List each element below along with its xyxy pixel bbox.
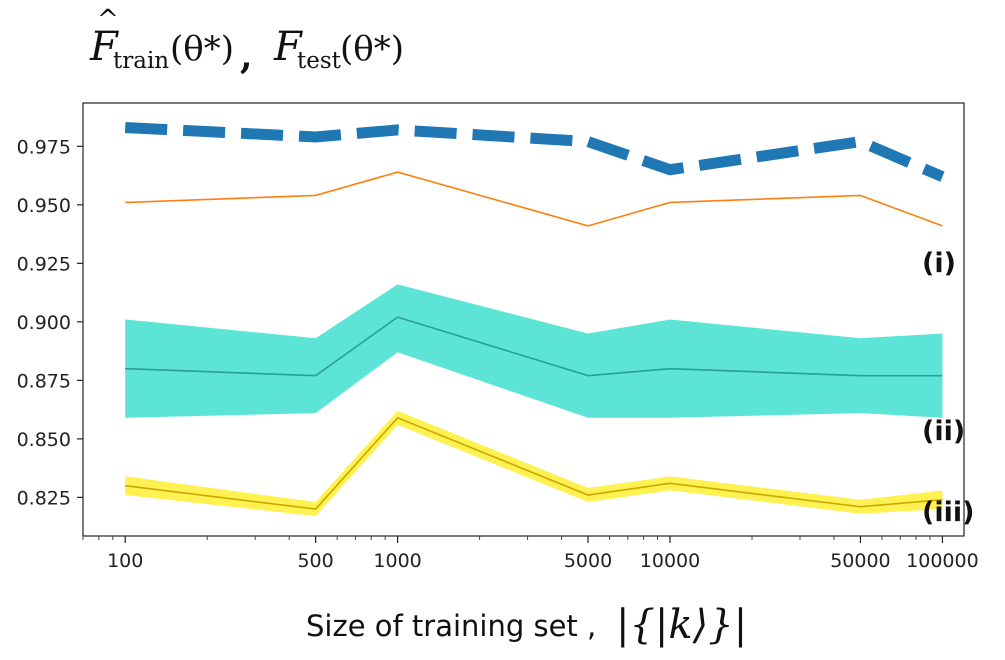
series-lines: [124, 122, 945, 510]
confidence-bands: [125, 284, 943, 517]
x-tick-label: 1000: [373, 550, 421, 572]
title-test-symbol: F: [273, 24, 303, 70]
x-tick-label: 100000: [906, 550, 979, 572]
x-tick-label: 500: [297, 550, 333, 572]
line-series-1: [124, 122, 945, 182]
line-series-2: [125, 171, 943, 227]
x-axis: 100 500 1000 5000 10000 50000 100000: [82, 536, 979, 572]
y-tick-label: 0.975: [17, 136, 71, 158]
y-tick-label: 0.825: [17, 487, 71, 509]
y-axis: 0.825 0.850 0.875 0.900 0.925 0.950 0.975: [17, 136, 83, 509]
y-tick-label: 0.925: [17, 253, 71, 275]
title-train-symbol: F: [89, 24, 119, 70]
band-series-4: [125, 410, 943, 517]
plot-frame: [82, 102, 965, 537]
chart-title: F ^ train (θ*) , F test (θ*): [89, 5, 404, 77]
x-tick-label: 100: [107, 550, 143, 572]
annotation-i: (i): [922, 248, 956, 279]
title-separator: ,: [240, 35, 253, 77]
y-tick-label: 0.850: [17, 429, 71, 451]
line-series-3: [125, 316, 943, 377]
title-train-arg: (θ*): [170, 29, 234, 69]
title-test-arg: (θ*): [340, 29, 404, 69]
y-tick-label: 0.900: [17, 312, 71, 334]
x-axis-title: Size of training set , |{|k⟩}|: [306, 602, 747, 648]
annotation-iii: (iii): [922, 497, 974, 528]
x-axis-label: Size of training set ,: [306, 609, 596, 643]
x-axis-label-math: |{|k⟩}|: [616, 602, 747, 648]
x-tick-label: 5000: [564, 550, 612, 572]
x-tick-label: 50000: [830, 550, 890, 572]
title-train-subscript: train: [113, 48, 169, 74]
y-tick-label: 0.950: [17, 195, 71, 217]
y-tick-label: 0.875: [17, 370, 71, 392]
title-train-hat: ^: [97, 5, 119, 35]
line-series-4: [125, 416, 943, 510]
band-series-3: [125, 284, 943, 418]
title-test-subscript: test: [297, 48, 342, 74]
x-tick-label: 10000: [640, 550, 700, 572]
annotation-ii: (ii): [922, 416, 965, 447]
